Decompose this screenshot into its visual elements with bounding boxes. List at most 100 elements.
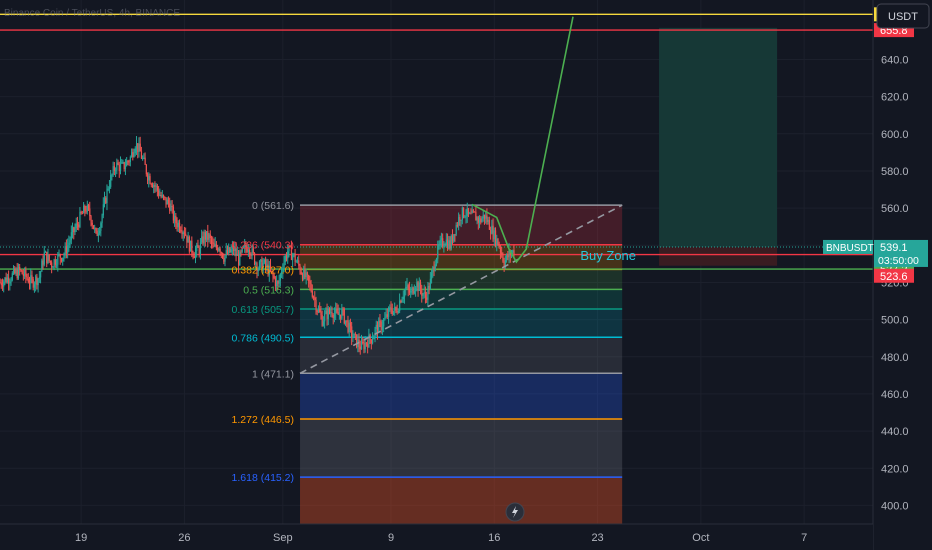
candle-body — [99, 230, 101, 234]
candle-body — [164, 196, 166, 198]
candle-body — [169, 203, 171, 211]
candle-body — [249, 250, 251, 255]
candle-body — [81, 213, 84, 215]
candle-body — [237, 254, 240, 266]
candle-body — [19, 266, 21, 270]
candle-body — [64, 246, 66, 256]
candle-body — [115, 170, 117, 172]
long-position-zone[interactable] — [659, 27, 778, 266]
candle-body — [202, 236, 204, 244]
candle-body — [415, 287, 417, 292]
candle-body — [428, 285, 430, 290]
candle-body — [96, 230, 98, 236]
candle-body — [107, 188, 109, 190]
candle-body — [497, 238, 499, 246]
candle-body — [335, 308, 337, 314]
candle-body — [448, 240, 450, 249]
candle-body — [58, 254, 60, 256]
target-zone — [659, 27, 778, 248]
candle-body — [0, 282, 1, 284]
fib-band — [300, 337, 623, 374]
candle-body — [493, 230, 495, 240]
candle-body — [488, 219, 491, 230]
candle-body — [139, 143, 141, 152]
candle-body — [338, 314, 341, 316]
candle-body — [372, 339, 374, 344]
candle-body — [360, 342, 363, 350]
candle-body — [319, 309, 321, 313]
fib-level-label: 1.272 (446.5) — [232, 414, 294, 426]
candle-body — [472, 210, 475, 212]
candle-body — [117, 162, 119, 165]
candle-body — [258, 261, 261, 270]
drawing-tools[interactable] — [299, 16, 623, 375]
candle-body — [185, 233, 187, 236]
candle-body — [290, 246, 293, 260]
candle-body — [342, 308, 344, 310]
price-tick-label: 500.0 — [881, 315, 909, 327]
candle-body — [12, 268, 15, 274]
candle-body — [204, 232, 206, 240]
candle-body — [8, 277, 10, 284]
replay-icon[interactable] — [505, 502, 525, 522]
candle-body — [466, 208, 468, 217]
fib-level-label: 0.5 (516.3) — [243, 284, 294, 296]
candle-body — [289, 246, 291, 248]
candle-body — [376, 324, 379, 334]
candle-body — [15, 269, 17, 274]
candle-body — [94, 228, 96, 230]
currency-button[interactable]: USDT — [876, 3, 930, 29]
candle-body — [341, 308, 343, 319]
candle-body — [501, 252, 503, 255]
price-tick-label: 560.0 — [881, 203, 909, 215]
candle-body — [103, 197, 106, 205]
candle-body — [245, 244, 247, 249]
horizontal-lines[interactable] — [0, 13, 873, 270]
candle-body — [491, 225, 493, 234]
candle-body — [309, 281, 311, 284]
stop-zone — [659, 247, 778, 266]
fib-band — [300, 373, 623, 420]
candle-body — [421, 290, 423, 296]
candle-body — [325, 310, 327, 314]
candle-body — [142, 158, 144, 160]
candle-body — [411, 287, 413, 291]
candle-body — [223, 257, 225, 262]
fib-level-label: 1.618 (415.2) — [232, 472, 294, 484]
fib-band — [300, 477, 623, 524]
price-badge-label: 523.6 — [880, 271, 908, 283]
time-axis[interactable]: 19 26 Sep 9 16 23 Oct 7 — [0, 523, 873, 550]
candle-body — [293, 253, 295, 255]
candle-body — [108, 186, 111, 189]
candle-body — [394, 306, 396, 311]
candle-body — [399, 300, 401, 311]
symbol-title: Binance Coin / TetherUS, 4h, BINANCE — [4, 8, 180, 19]
candle-body — [283, 261, 285, 270]
candle-body — [207, 231, 209, 240]
candle-body — [347, 320, 349, 332]
candle-body — [6, 277, 9, 283]
candle-body — [226, 250, 229, 254]
candle-body — [5, 277, 7, 283]
candle-body — [487, 219, 489, 223]
candle-body — [218, 248, 220, 251]
candle-body — [447, 239, 449, 249]
candle-body — [384, 317, 386, 320]
candle-body — [192, 252, 194, 256]
candle-body — [212, 242, 214, 244]
candle-body — [230, 249, 232, 253]
fibonacci-labels: 0 (561.6) 0.236 (540.3) 0.382 (527.0) 0.5 (… — [232, 200, 294, 484]
time-tick-label: 23 — [591, 532, 603, 544]
candle-body — [219, 248, 221, 253]
price-axis[interactable]: 400.0420.0440.0460.0480.0500.0520.0540.0… — [872, 0, 932, 550]
candle-body — [215, 244, 218, 248]
candle-body — [285, 255, 288, 259]
candle-body — [485, 215, 487, 219]
candle-body — [235, 248, 237, 256]
fib-band — [300, 289, 623, 310]
candle-body — [191, 240, 193, 253]
fibonacci-retracement[interactable] — [300, 204, 623, 524]
candle-body — [464, 216, 466, 218]
candle-body — [467, 208, 470, 214]
